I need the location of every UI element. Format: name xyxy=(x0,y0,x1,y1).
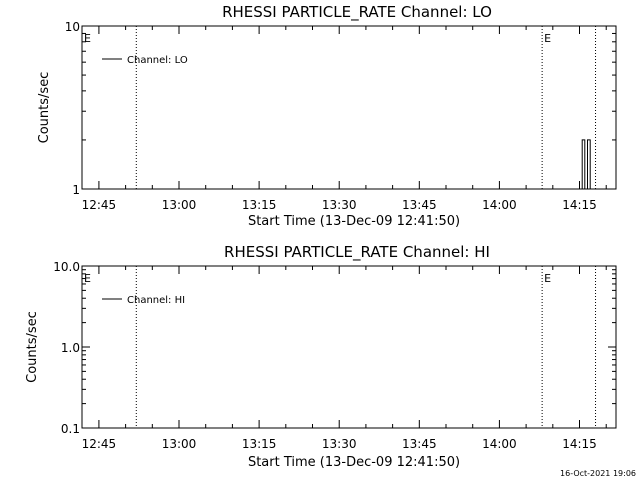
y-tick-label: 0.1 xyxy=(61,422,80,436)
x-tick-label: 13:00 xyxy=(162,437,197,451)
footer-timestamp: 16-Oct-2021 19:06 xyxy=(560,469,636,478)
x-tick-label: 13:15 xyxy=(242,437,277,451)
event-marker-e: E xyxy=(544,32,551,45)
x-tick-label: 14:00 xyxy=(482,198,517,212)
x-tick-label: 14:15 xyxy=(562,437,597,451)
y-tick-label: 1.0 xyxy=(61,341,80,355)
plot-frame xyxy=(81,25,617,190)
legend-label: Channel: HI xyxy=(127,295,185,306)
chart-title: RHESSI PARTICLE_RATE Channel: LO xyxy=(222,3,492,22)
x-tick-label: 12:45 xyxy=(82,437,117,451)
chart-panel-0: RHESSI PARTICLE_RATE Channel: LO 10 112:45… xyxy=(37,3,617,229)
x-tick-label: 13:15 xyxy=(242,198,277,212)
event-marker-e: E xyxy=(84,272,91,285)
x-tick-label: 13:30 xyxy=(322,437,357,451)
series-line xyxy=(579,139,593,190)
x-tick-label: 13:45 xyxy=(402,437,437,451)
x-tick-label: 12:45 xyxy=(82,198,117,212)
x-axis-label: Start Time (13-Dec-09 12:41:50) xyxy=(248,214,460,229)
x-axis-label: Start Time (13-Dec-09 12:41:50) xyxy=(248,455,460,470)
x-tick-label: 13:30 xyxy=(322,198,357,212)
chart-title: RHESSI PARTICLE_RATE Channel: HI xyxy=(224,243,490,262)
y-axis-label: Counts/sec xyxy=(25,311,40,383)
x-tick-label: 13:00 xyxy=(162,198,197,212)
y-tick-label: 1 xyxy=(72,183,80,197)
legend-label: Channel: LO xyxy=(127,55,188,66)
plot-frame xyxy=(81,265,617,429)
x-tick-label: 13:45 xyxy=(402,198,437,212)
event-marker-e: E xyxy=(84,32,91,45)
event-marker-e: E xyxy=(544,272,551,285)
x-tick-label: 14:00 xyxy=(482,437,517,451)
y-axis-label: Counts/sec xyxy=(37,72,52,144)
x-tick-label: 14:15 xyxy=(562,198,597,212)
chart-panel-1: RHESSI PARTICLE_RATE Channel: HI 10.0 1.0 0… xyxy=(25,243,617,470)
y-tick-label: 10 xyxy=(65,20,80,34)
y-tick-label: 10.0 xyxy=(53,260,80,274)
